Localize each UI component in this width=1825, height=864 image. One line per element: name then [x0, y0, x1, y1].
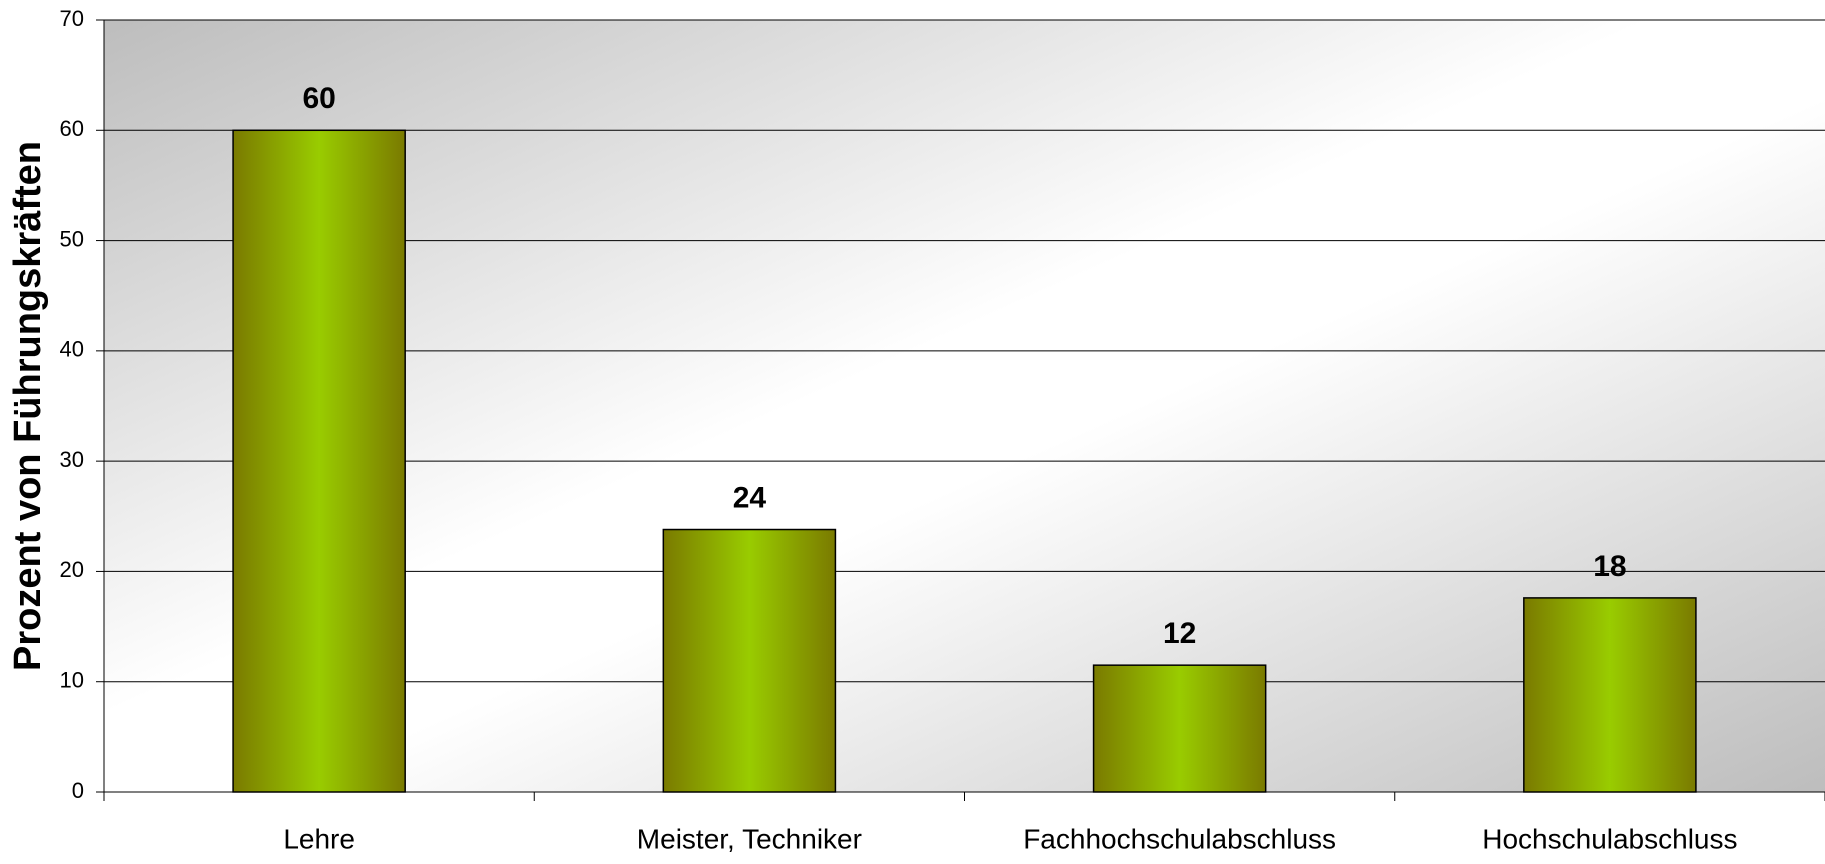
- bar: [1092, 664, 1267, 793]
- y-tick-label: 60: [60, 116, 84, 141]
- y-tick-label: 0: [72, 778, 84, 803]
- y-tick-label: 70: [60, 6, 84, 31]
- data-label: 24: [733, 481, 767, 514]
- bar: [662, 528, 837, 793]
- y-tick-label: 30: [60, 447, 84, 472]
- y-tick-label: 10: [60, 668, 84, 693]
- x-tick-label: Fachhochschulabschluss: [1023, 823, 1336, 854]
- bar: [232, 129, 406, 793]
- x-tick-label: Meister, Techniker: [637, 823, 862, 854]
- y-tick-label: 20: [60, 557, 84, 582]
- data-label: 12: [1163, 617, 1196, 650]
- y-tick-label: 40: [60, 337, 84, 362]
- y-axis-label: Prozent von Führungskräften: [7, 141, 49, 671]
- data-label: 18: [1593, 550, 1626, 583]
- bar: [1523, 597, 1697, 793]
- x-tick-label: Lehre: [283, 823, 355, 854]
- y-tick-label: 50: [60, 226, 84, 251]
- x-tick-label: Hochschulabschluss: [1482, 823, 1737, 854]
- data-label: 60: [302, 82, 335, 115]
